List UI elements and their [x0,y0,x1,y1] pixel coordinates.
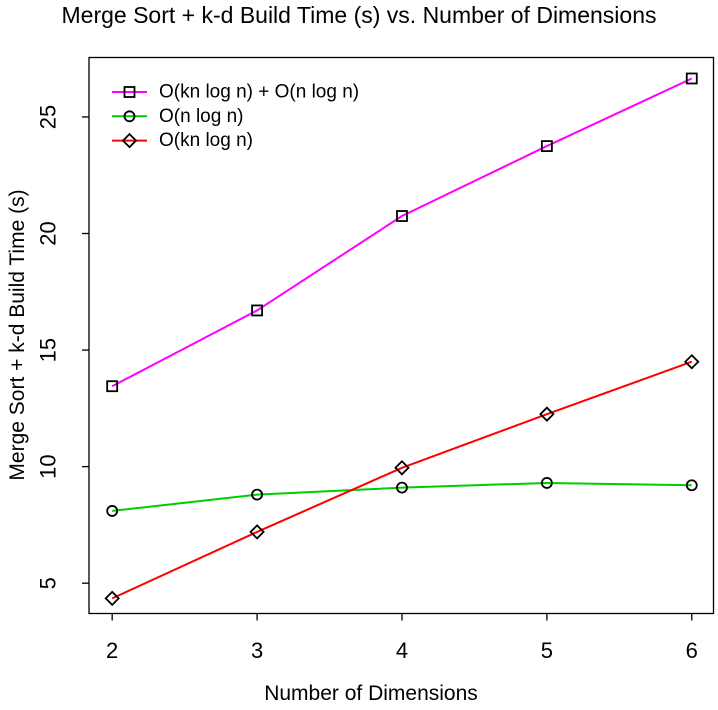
marker-circle [251,488,263,501]
y-tick-label: 20 [36,221,61,245]
legend-item: O(kn log n) + O(n log n) [112,82,359,103]
x-tick-label: 3 [251,638,263,663]
marker-square [396,210,408,222]
plot-box [88,56,715,615]
legend-label: O(n log n) [159,106,243,127]
x-tick-label: 5 [541,638,553,663]
marker-diamond [539,406,555,422]
legend-label: O(kn log n) + O(n log n) [159,82,359,103]
y-tick-label: 5 [36,577,61,589]
marker-circle [540,477,553,489]
marker-diamond [249,524,265,540]
marker-square [251,304,263,317]
series-line-1 [112,481,692,512]
chart-title: Merge Sort + k-d Build Time (s) vs. Numb… [62,2,657,28]
marker-square [106,380,119,393]
legend-item: O(n log n) [112,106,243,127]
marker-square [685,72,698,85]
x-tick-label: 2 [106,638,118,663]
marker-diamond [121,132,138,149]
marker-diamond [104,590,120,607]
y-axis-label: Merge Sort + k-d Build Time (s) [6,189,29,480]
y-tick-label: 15 [36,338,61,362]
y-tick-label: 25 [36,105,61,129]
marker-square [540,140,553,152]
marker-square [123,86,136,98]
x-tick-label: 4 [396,638,408,663]
marker-diamond [683,353,700,370]
marker-circle [396,481,408,494]
series-line-2 [111,360,693,600]
legend-item: O(kn log n) [112,130,253,151]
x-axis-label: Number of Dimensions [264,682,478,705]
marker-circle [685,479,698,492]
series-line-0 [111,77,693,388]
plot-layer: 2 3 4 5 6 5 10 15 20 25 O(kn log n) + O(n log n) O(… [36,72,700,663]
legend-label: O(kn log n) [159,130,253,151]
y-tick-label: 10 [36,454,61,478]
x-tick-label: 6 [686,638,698,663]
marker-diamond [394,460,410,476]
marker-circle [123,110,136,123]
marker-circle [106,505,119,517]
